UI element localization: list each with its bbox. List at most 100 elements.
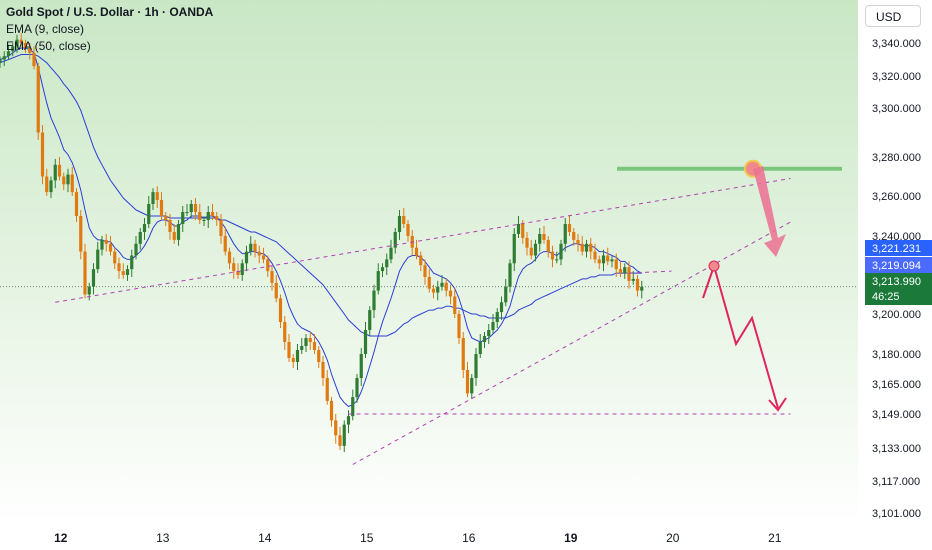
candle <box>6 44 11 60</box>
candle <box>614 253 618 277</box>
candle <box>96 241 100 274</box>
candle <box>334 414 338 444</box>
candle <box>147 196 151 228</box>
candle <box>117 257 121 279</box>
x-tick-label: 15 <box>360 531 374 545</box>
candle <box>113 247 117 270</box>
candle <box>66 168 70 193</box>
candle <box>444 278 448 297</box>
price-label-value: 3,213.990 <box>872 276 921 288</box>
price-label-value: 3,221.231 <box>872 243 921 255</box>
x-tick-label: 16 <box>462 531 476 545</box>
candle <box>53 158 57 189</box>
candle <box>423 259 427 285</box>
candle <box>270 265 274 291</box>
candle <box>172 224 176 244</box>
candle <box>159 192 164 220</box>
y-tick-label: 3,133.000 <box>872 443 921 455</box>
candle <box>202 216 206 226</box>
candle <box>232 257 236 279</box>
candle <box>453 288 457 318</box>
candle <box>593 243 597 264</box>
candle <box>414 239 419 260</box>
candle <box>108 236 113 256</box>
candle <box>210 204 215 220</box>
candle <box>312 334 317 354</box>
candle <box>244 245 249 272</box>
candle <box>368 306 372 336</box>
legend-ema-fast[interactable]: EMA (9, close) <box>6 22 85 36</box>
candle <box>504 278 508 307</box>
candle <box>249 236 253 256</box>
short-dashed-line <box>628 270 672 274</box>
time-axis-panel <box>0 525 858 550</box>
candle <box>70 166 74 196</box>
candle <box>134 236 138 260</box>
candle <box>465 362 470 398</box>
candle <box>606 247 610 266</box>
candle <box>580 236 584 256</box>
candle <box>563 218 567 252</box>
candle <box>572 228 576 246</box>
price-label-value: 3,219.094 <box>872 260 921 272</box>
y-tick-label: 3,101.000 <box>872 508 921 520</box>
candle <box>491 314 495 334</box>
candle <box>584 239 589 258</box>
projection-pivot-marker <box>708 260 720 272</box>
y-tick-label: 3,117.000 <box>872 476 920 488</box>
projection-path <box>702 262 779 409</box>
candle <box>359 348 363 386</box>
candle <box>329 397 334 427</box>
candle <box>206 206 210 228</box>
candle <box>321 356 325 386</box>
candle <box>406 220 410 242</box>
candle <box>618 261 623 277</box>
candle <box>576 234 580 252</box>
y-tick-label: 3,320.000 <box>872 71 921 83</box>
candle <box>516 216 521 238</box>
currency-button[interactable]: USD <box>865 5 921 27</box>
candle <box>100 236 104 256</box>
candle <box>62 172 66 191</box>
candle <box>538 228 542 252</box>
candle <box>499 296 504 320</box>
y-tick-label: 3,300.000 <box>872 103 921 115</box>
axes: 3,340.000 3,320.000 3,300.000 3,280.000 3,26… <box>54 38 921 545</box>
y-tick-label: 3,200.000 <box>872 309 921 321</box>
candle <box>325 370 329 405</box>
price-label: 3,219.094 <box>865 257 932 273</box>
x-tick-label: 19 <box>564 531 578 545</box>
annotations <box>55 159 842 465</box>
candle <box>74 188 79 222</box>
candle <box>640 280 644 299</box>
candle <box>185 204 189 216</box>
candle <box>291 354 295 368</box>
candle <box>142 218 147 240</box>
price-labels: 3,221.231 3,219.094 3,213.990 46:25 <box>865 240 932 305</box>
candles <box>0 33 644 453</box>
candle <box>28 43 32 60</box>
candle <box>482 332 487 348</box>
candle <box>23 39 28 53</box>
candle <box>436 280 440 301</box>
candle <box>440 275 444 291</box>
x-tick-label: 21 <box>768 531 782 545</box>
plot-background <box>0 0 858 525</box>
candle <box>79 210 83 260</box>
candle <box>304 334 308 352</box>
legend-ema-slow[interactable]: EMA (50, close) <box>6 39 91 53</box>
candle <box>36 62 40 140</box>
symbol-title: Gold Spot / U.S. Dollar · 1h · OANDA <box>6 5 214 19</box>
candle <box>372 284 376 318</box>
candle <box>215 212 219 226</box>
y-tick-label: 3,280.000 <box>872 152 921 164</box>
candle <box>597 255 601 270</box>
ema-slow-line <box>0 54 642 337</box>
candle <box>151 188 155 210</box>
candle <box>402 208 406 228</box>
candle <box>300 338 304 354</box>
candle <box>164 212 168 226</box>
candle <box>240 259 244 281</box>
